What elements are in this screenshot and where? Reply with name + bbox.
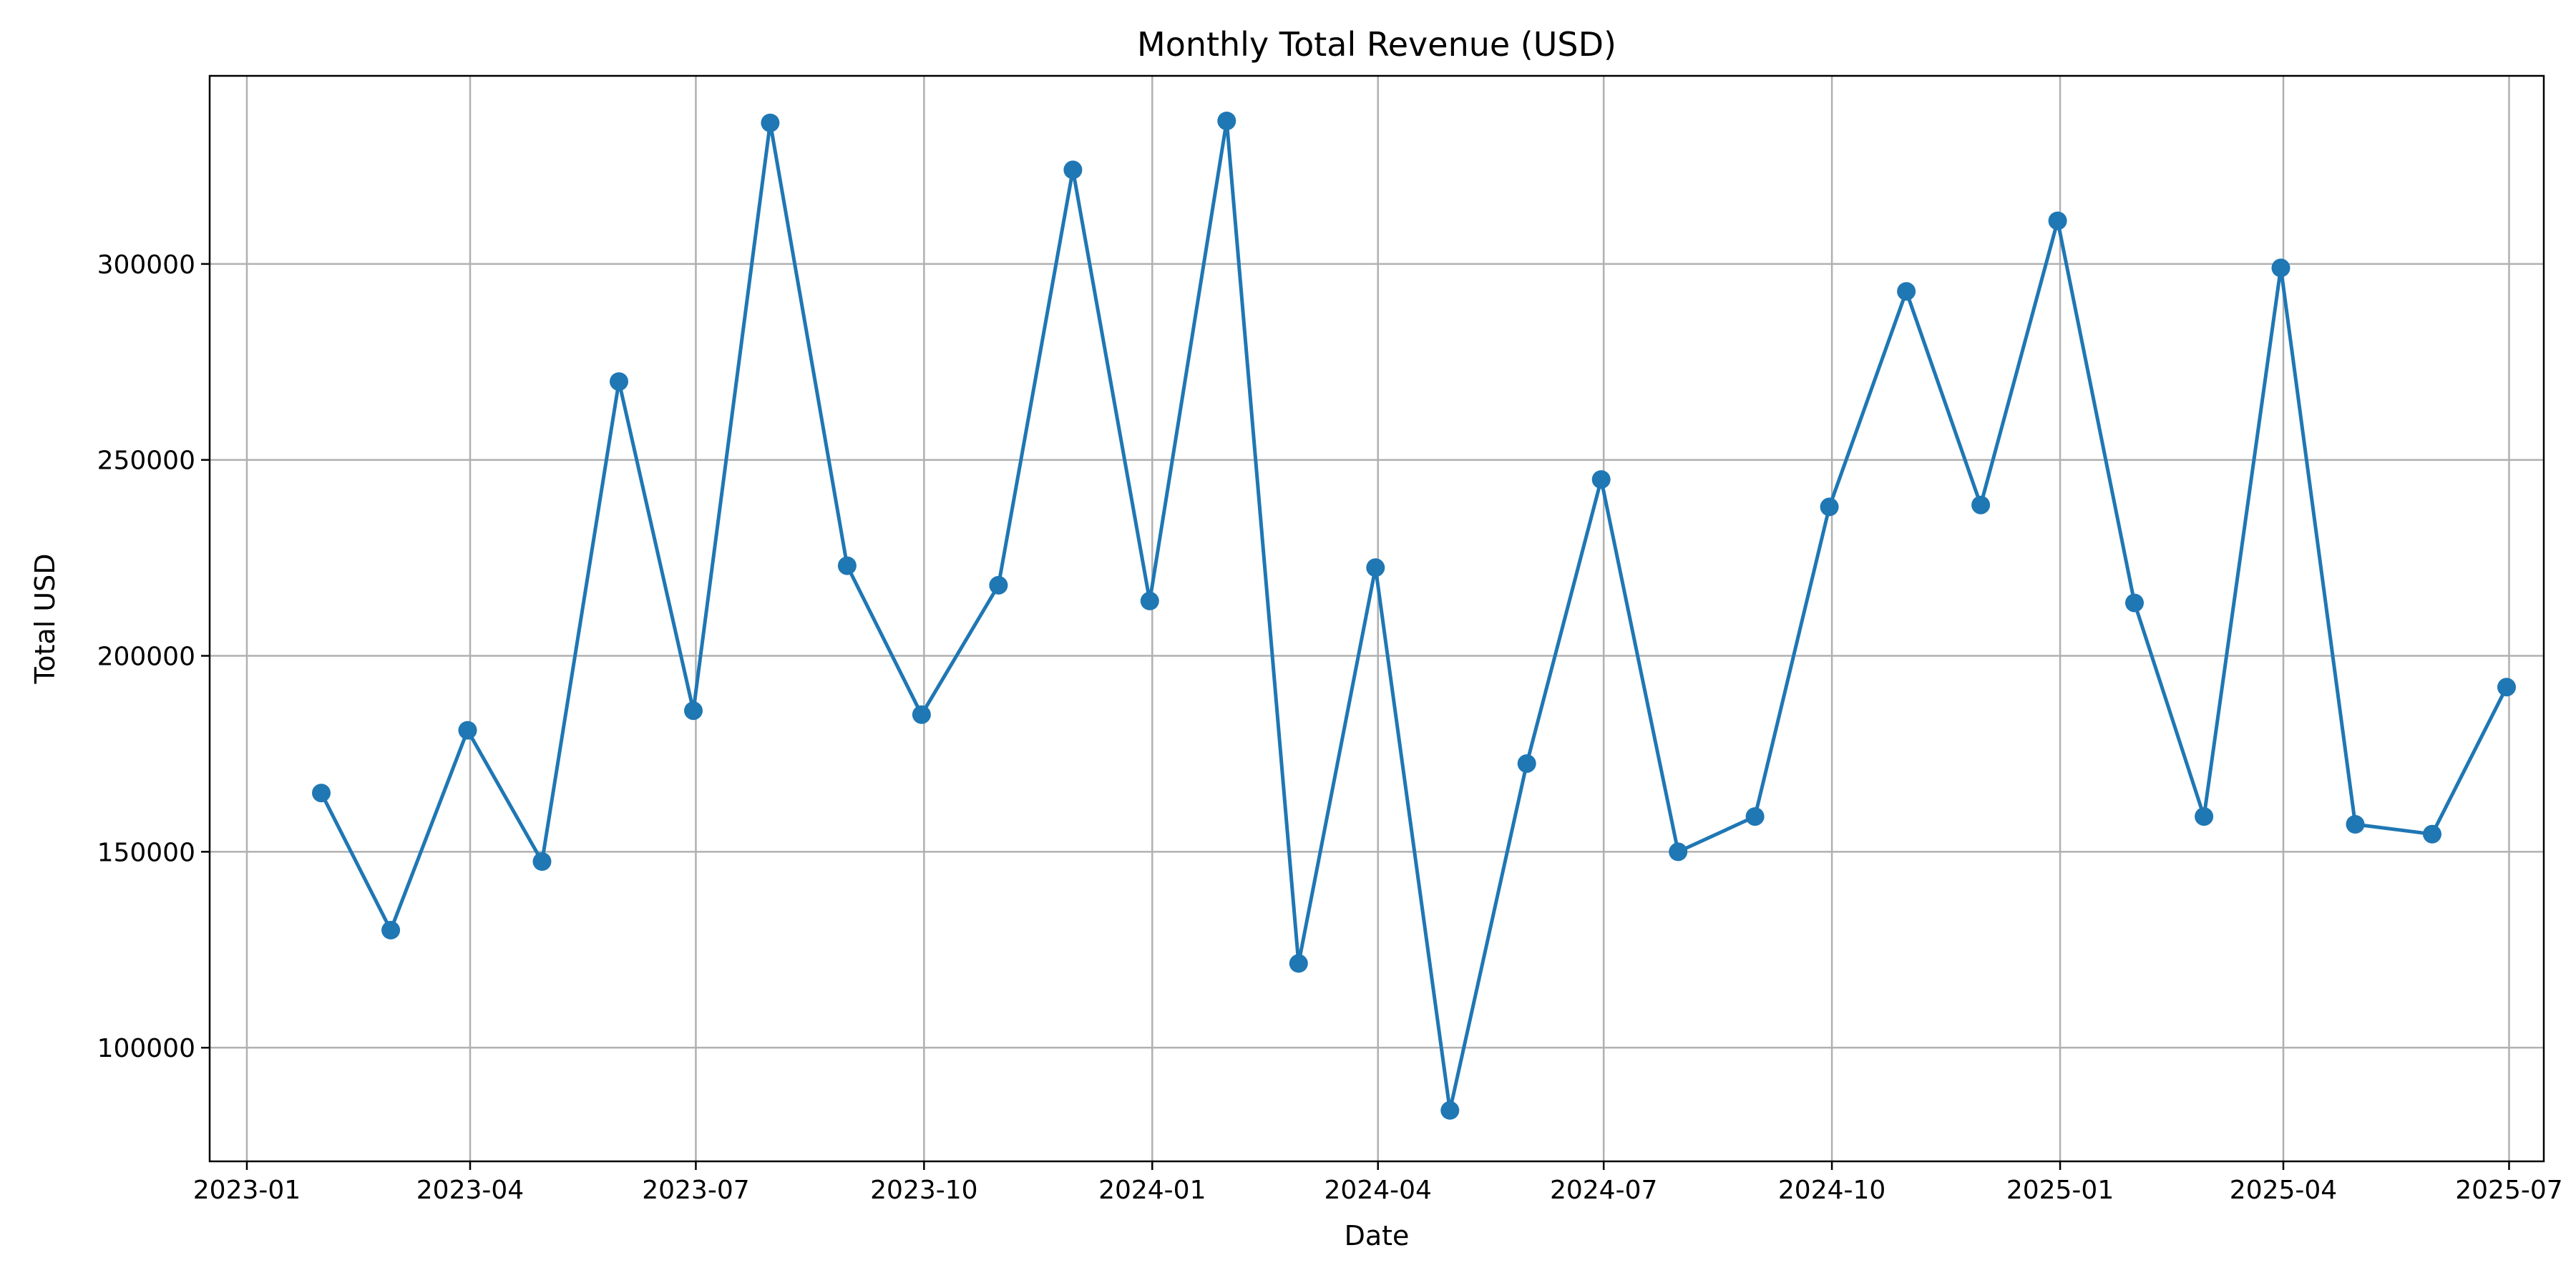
x-tick-label: 2024-10 <box>1778 1176 1885 1205</box>
x-tick-label: 2023-07 <box>642 1176 749 1205</box>
data-point <box>1063 160 1083 180</box>
plot-frame <box>208 74 2545 1163</box>
data-point <box>1591 470 1611 489</box>
data-point <box>1897 282 1916 301</box>
x-tick-label: 2024-01 <box>1098 1176 1206 1205</box>
data-point <box>989 575 1008 595</box>
x-tick-label: 2025-01 <box>2006 1176 2114 1205</box>
x-tick-label: 2024-07 <box>1550 1176 1657 1205</box>
data-point <box>381 920 401 940</box>
data-point <box>2497 678 2516 697</box>
data-point <box>1745 807 1765 826</box>
data-point <box>1820 497 1839 517</box>
data-point <box>2271 258 2290 278</box>
data-point <box>1217 112 1236 130</box>
data-point <box>2048 211 2067 230</box>
chart-title: Monthly Total Revenue (USD) <box>1137 25 1616 64</box>
series-line <box>319 119 2509 1113</box>
x-tick-label: 2024-04 <box>1324 1176 1432 1205</box>
data-point <box>1971 495 1991 514</box>
data-point <box>610 372 628 391</box>
y-tick-label: 200000 <box>97 643 195 672</box>
data-point <box>2346 815 2365 834</box>
x-tick-label: 2023-10 <box>870 1176 977 1205</box>
data-point <box>1669 842 1688 862</box>
ticks: 2023-01 2023-04 2023-07 2023-10 2024-01 2024-… <box>97 250 2563 1205</box>
x-tick-label: 2025-04 <box>2230 1176 2337 1205</box>
data-point <box>912 705 931 724</box>
data-point <box>312 784 331 803</box>
y-tick-label: 100000 <box>97 1034 195 1063</box>
data-point <box>684 701 703 721</box>
data-point <box>2195 807 2214 826</box>
data-point <box>1517 754 1536 774</box>
data-point <box>2125 593 2144 613</box>
data-point <box>1440 1101 1460 1120</box>
data-point <box>1289 954 1308 973</box>
grid <box>210 76 2544 1161</box>
y-tick-label: 300000 <box>97 250 195 280</box>
x-tick-label: 2025-07 <box>2455 1176 2562 1205</box>
data-point <box>458 721 477 740</box>
data-point <box>2423 824 2441 844</box>
x-axis-label: Date <box>1345 1220 1410 1252</box>
y-tick-label: 250000 <box>97 447 195 476</box>
data-point <box>761 113 780 132</box>
series-layer <box>312 112 2516 1120</box>
y-axis-label: Total USD <box>29 553 61 684</box>
x-tick-label: 2023-04 <box>416 1176 524 1205</box>
x-tick-label: 2023-01 <box>193 1176 301 1205</box>
data-point <box>1366 558 1385 577</box>
y-tick-label: 150000 <box>97 838 195 867</box>
data-point <box>532 852 552 871</box>
data-point <box>837 556 857 575</box>
data-point <box>1140 591 1159 610</box>
